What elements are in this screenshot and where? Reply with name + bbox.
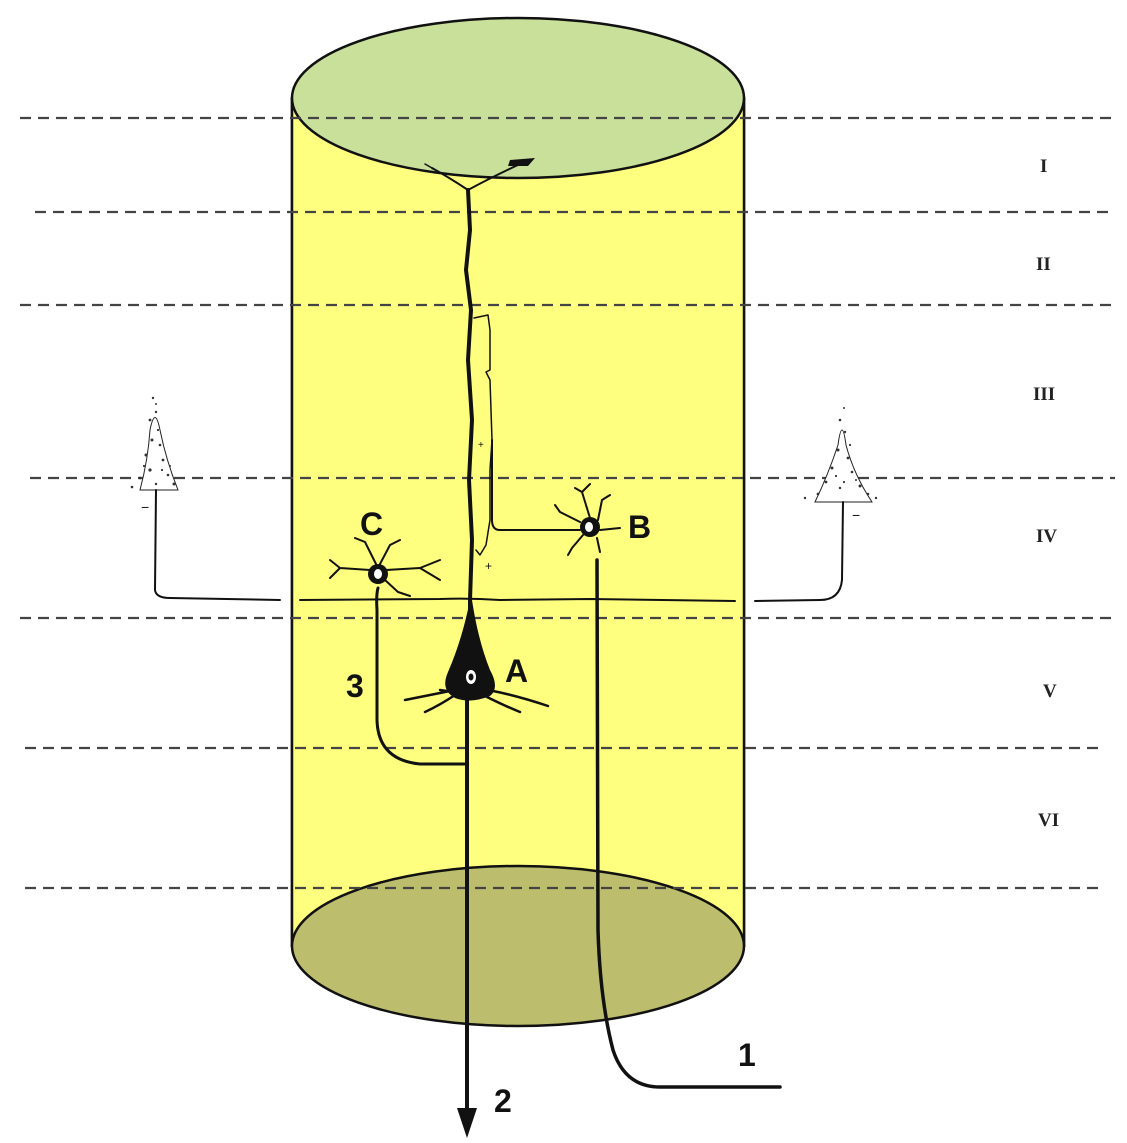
svg-text:+: + — [485, 559, 492, 573]
layer-label-iii: III — [1033, 384, 1055, 405]
pyramidal-neuron-a — [403, 158, 550, 1138]
cylinder-bottom — [290, 864, 746, 1028]
input-axon-1 — [595, 558, 782, 1089]
pathway-label-2: 2 — [494, 1083, 512, 1119]
svg-text:+: + — [478, 440, 484, 451]
svg-text:−: − — [852, 507, 860, 523]
layer-boundaries — [20, 116, 1115, 890]
stellate-neuron-b — [491, 439, 621, 556]
pathway-label-3: 3 — [346, 668, 364, 704]
layer-label-iv: IV — [1036, 526, 1057, 547]
pathway-label-1: 1 — [738, 1037, 756, 1073]
layer-labels: I II III IV V VI — [1033, 156, 1059, 831]
left-afferent-cell: − — [130, 396, 281, 601]
neuron-label-a: A — [505, 653, 528, 689]
layer-label-i: I — [1040, 156, 1047, 177]
layer-label-v: V — [1043, 681, 1057, 702]
svg-text:−: − — [141, 499, 149, 515]
dendrite-synapse-boxes: + + — [473, 314, 493, 573]
right-afferent-cell: − — [754, 407, 878, 602]
neuron-label-b: B — [628, 509, 651, 545]
stellate-neuron-c — [329, 537, 469, 766]
layer-label-vi: VI — [1038, 810, 1059, 831]
neuron-label-c: C — [360, 506, 383, 542]
layer-iv-fiber — [299, 597, 736, 602]
layer-label-ii: II — [1036, 254, 1051, 275]
collateral-axon-3 — [375, 586, 469, 766]
cylinder-top — [290, 16, 746, 180]
